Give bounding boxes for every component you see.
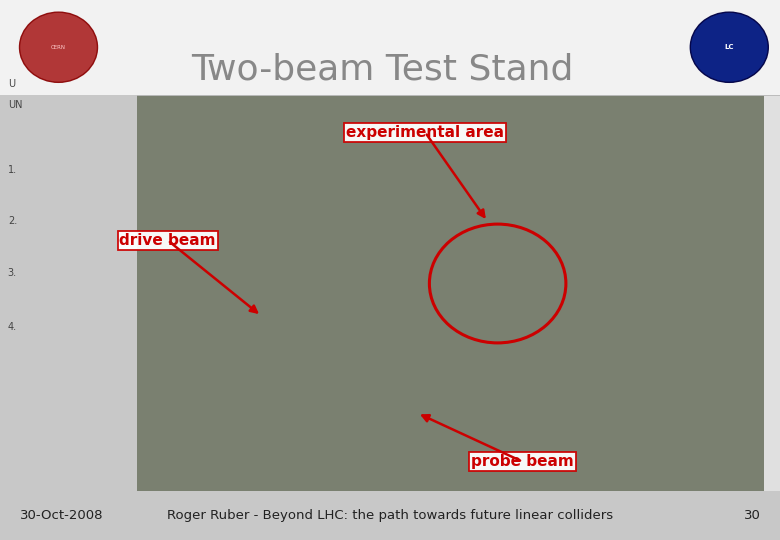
Text: UN: UN bbox=[8, 100, 23, 110]
Ellipse shape bbox=[690, 12, 768, 82]
Text: LC: LC bbox=[725, 44, 734, 50]
Text: experimental area: experimental area bbox=[346, 125, 504, 140]
Text: Two-beam Test Stand: Two-beam Test Stand bbox=[191, 52, 573, 86]
Text: 2.: 2. bbox=[8, 217, 17, 226]
Text: 4.: 4. bbox=[8, 322, 17, 332]
Text: drive beam: drive beam bbox=[119, 233, 216, 248]
Text: 30: 30 bbox=[743, 509, 760, 522]
Bar bbox=[0, 491, 780, 540]
Bar bbox=[136, 94, 764, 491]
Text: 30-Oct-2008: 30-Oct-2008 bbox=[20, 509, 103, 522]
Bar bbox=[0, 0, 780, 94]
Text: 3.: 3. bbox=[8, 268, 17, 278]
Ellipse shape bbox=[20, 12, 98, 82]
Text: Roger Ruber - Beyond LHC: the path towards future linear colliders: Roger Ruber - Beyond LHC: the path towar… bbox=[167, 509, 613, 522]
Bar bbox=[0, 94, 136, 491]
Text: 1.: 1. bbox=[8, 165, 17, 175]
Text: probe beam: probe beam bbox=[471, 454, 574, 469]
Text: CERN: CERN bbox=[51, 45, 66, 50]
Text: U: U bbox=[8, 79, 15, 89]
